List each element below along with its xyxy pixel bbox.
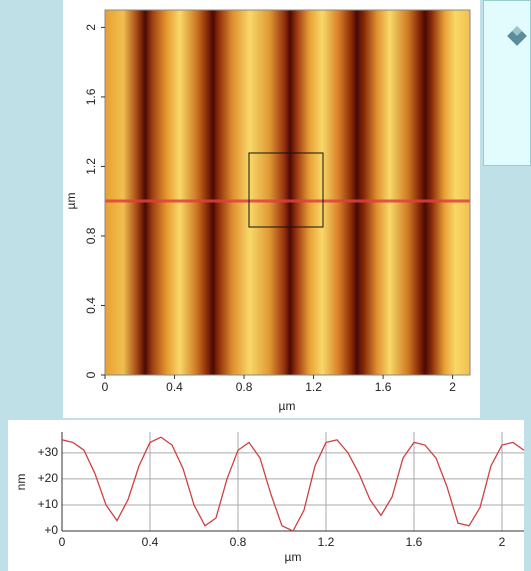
x-tick-label: 2: [449, 380, 456, 394]
profile-line: [61, 436, 525, 532]
plot-frame: [104, 9, 471, 376]
y-tick-label: +30: [38, 445, 59, 459]
y-tick-label: 2: [84, 24, 98, 31]
x-tick-label: 0.4: [166, 380, 183, 394]
y-tick-label: 0.4: [84, 297, 98, 314]
x-tick-label: 0: [102, 380, 109, 394]
y-tick-label: 1.2: [84, 158, 98, 175]
y-tick-label: +20: [38, 471, 59, 485]
x-tick-label: 0.8: [236, 380, 253, 394]
selection-box[interactable]: [248, 152, 324, 228]
x-tick-label: 1.2: [318, 535, 335, 549]
afm-image: [105, 10, 470, 375]
y-axis-label: nm: [14, 474, 28, 491]
x-tick-label: 1.6: [375, 380, 392, 394]
x-tick-label: 0.4: [142, 535, 159, 549]
x-tick-label: 1.6: [406, 535, 423, 549]
profile-panel: [8, 420, 524, 571]
y-tick-label: +0: [44, 523, 58, 537]
y-tick-label: +10: [38, 497, 59, 511]
y-tick-label: 0.8: [84, 227, 98, 244]
y-tick-label: 0: [84, 371, 98, 378]
y-tick-label: 1.6: [84, 88, 98, 105]
x-tick-label: 0.8: [230, 535, 247, 549]
y-axis-label: µm: [64, 193, 78, 210]
x-axis-label: µm: [279, 399, 296, 413]
side-panel: [483, 0, 531, 166]
x-tick-label: 0: [59, 535, 66, 549]
x-tick-label: 2: [499, 535, 506, 549]
x-axis-label: µm: [285, 550, 302, 564]
x-tick-label: 1.2: [305, 380, 322, 394]
